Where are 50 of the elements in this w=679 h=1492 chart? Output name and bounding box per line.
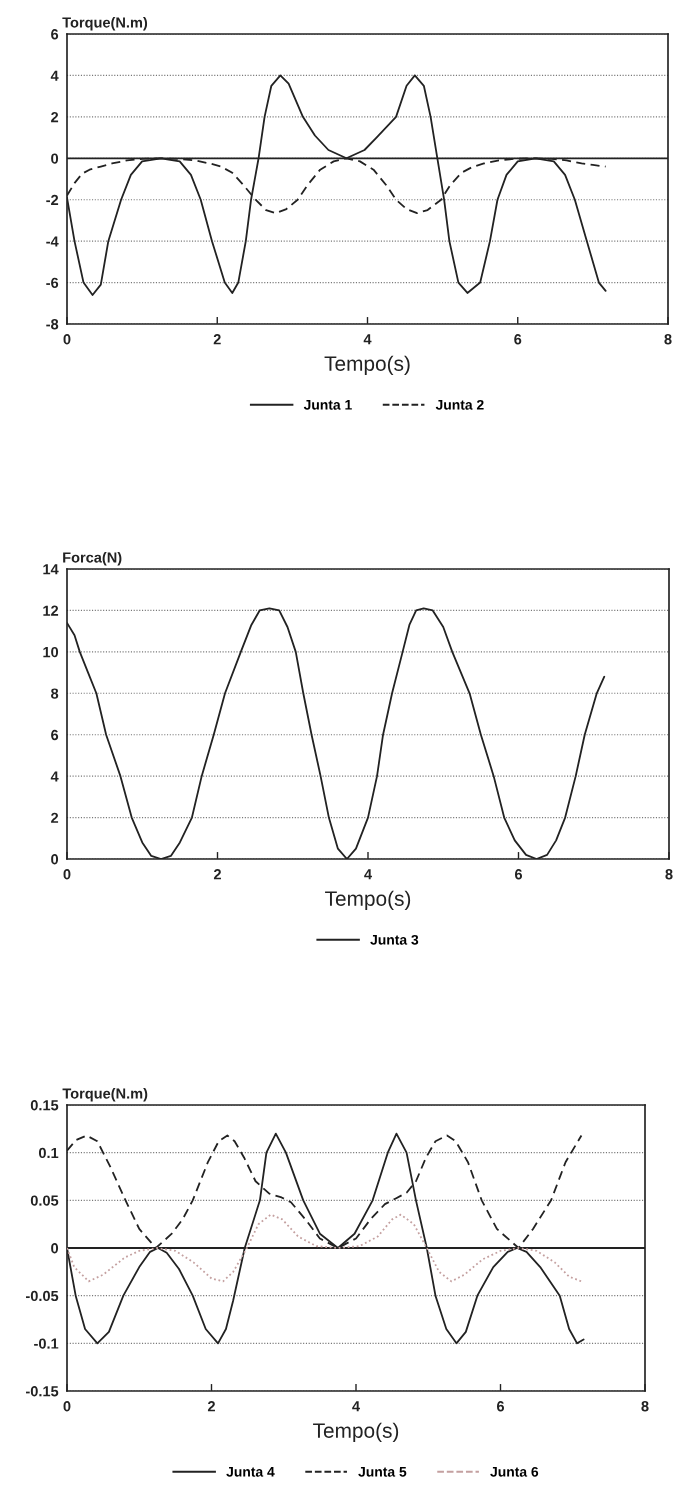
y-tick-label: -0.15 — [26, 1386, 59, 1397]
y-tick-label: 14 — [43, 564, 59, 575]
y-axis-title: Torque(N.m) — [62, 16, 148, 31]
y-tick-label: 6 — [51, 29, 59, 40]
x-tick-label: 6 — [514, 334, 522, 345]
legend-label: Junta 1 — [303, 400, 352, 410]
y-tick-label: -6 — [46, 277, 59, 288]
y-tick-label: 0.1 — [38, 1147, 59, 1159]
y-tick-label: -8 — [46, 319, 59, 330]
x-tick-label: 6 — [514, 869, 523, 880]
y-tick-label: 4 — [50, 771, 59, 782]
y-axis-title: Torque(N.m) — [62, 1087, 148, 1102]
y-tick-label: 0.15 — [30, 1100, 59, 1111]
x-axis-title: Tempo(s) — [324, 355, 410, 376]
y-tick-label: 0.05 — [30, 1195, 59, 1206]
x-tick-label: 8 — [665, 869, 673, 880]
y-tick-label: 6 — [51, 729, 59, 741]
x-tick-label: 4 — [364, 869, 372, 880]
y-tick-label: 0 — [51, 854, 59, 865]
legend-label: Junta 3 — [370, 934, 419, 945]
x-tick-label: 2 — [213, 869, 221, 880]
y-axis-title: Forca(N) — [63, 551, 122, 566]
x-tick-label: 0 — [63, 1401, 71, 1412]
x-tick-label: 0 — [63, 869, 71, 880]
x-tick-label: 4 — [363, 334, 372, 345]
y-tick-label: 0 — [51, 153, 59, 164]
x-axis-title: Tempo(s) — [313, 1422, 399, 1443]
y-tick-label: 2 — [51, 111, 59, 123]
y-tick-label: -0.1 — [34, 1338, 59, 1349]
x-axis-title: Tempo(s) — [325, 890, 411, 911]
x-tick-label: 4 — [352, 1401, 360, 1412]
y-tick-label: 12 — [43, 605, 59, 616]
y-tick-label: -2 — [46, 194, 59, 205]
x-tick-label: 6 — [496, 1401, 505, 1412]
y-tick-label: 2 — [51, 812, 59, 823]
legend-label: Junta 4 — [226, 1467, 275, 1477]
y-tick-label: 8 — [51, 688, 59, 699]
y-tick-label: -4 — [46, 236, 59, 247]
y-tick-label: 0 — [51, 1243, 59, 1254]
x-tick-label: 0 — [63, 334, 71, 345]
y-tick-label: -0.05 — [26, 1290, 59, 1302]
x-tick-label: 2 — [207, 1401, 215, 1412]
legend-label: Junta 6 — [490, 1466, 539, 1477]
x-tick-label: 2 — [213, 334, 221, 345]
x-tick-label: 8 — [664, 334, 672, 345]
legend-label: Junta 2 — [435, 399, 484, 410]
y-tick-label: 4 — [50, 70, 59, 81]
x-tick-label: 8 — [641, 1401, 649, 1412]
legend-label: Junta 5 — [358, 1467, 407, 1477]
y-tick-label: 10 — [43, 646, 59, 658]
